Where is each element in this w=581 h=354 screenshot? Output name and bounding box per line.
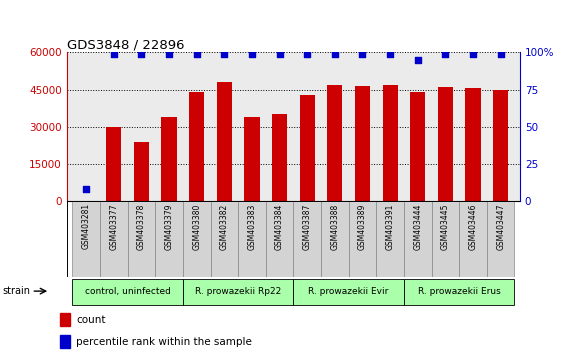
Text: GSM403378: GSM403378 [137, 203, 146, 250]
Text: R. prowazekii Rp22: R. prowazekii Rp22 [195, 287, 281, 296]
Text: GDS3848 / 22896: GDS3848 / 22896 [67, 38, 184, 51]
Bar [106, 127, 121, 201]
Point [330, 51, 339, 57]
Text: GSM403446: GSM403446 [468, 203, 478, 250]
Text: GSM403380: GSM403380 [192, 203, 201, 250]
Bar [410, 92, 425, 201]
Text: GSM403379: GSM403379 [164, 203, 174, 250]
Text: strain: strain [2, 286, 30, 296]
Bar [404, 201, 432, 277]
Bar [60, 313, 70, 326]
Point [220, 51, 229, 57]
Point [385, 51, 394, 57]
Bar [217, 82, 232, 201]
Bar [155, 201, 183, 277]
Text: GSM403387: GSM403387 [303, 203, 312, 250]
Bar [487, 201, 514, 277]
Text: GSM403384: GSM403384 [275, 203, 284, 250]
Point [468, 51, 478, 57]
Bar [60, 335, 70, 348]
Point [275, 51, 284, 57]
Text: GSM403377: GSM403377 [109, 203, 119, 250]
Bar [128, 201, 155, 277]
Text: GSM403444: GSM403444 [413, 203, 422, 250]
Bar [189, 92, 205, 201]
Bar [327, 85, 342, 201]
Bar [73, 201, 100, 277]
Bar [100, 201, 128, 277]
Bar [382, 85, 398, 201]
Text: GSM403382: GSM403382 [220, 203, 229, 250]
Point [137, 51, 146, 57]
Bar [404, 279, 514, 305]
Bar [183, 279, 293, 305]
Bar [300, 95, 315, 201]
Text: GSM403383: GSM403383 [248, 203, 256, 250]
Text: control, uninfected: control, uninfected [85, 287, 171, 296]
Bar [272, 114, 287, 201]
Bar [293, 201, 321, 277]
Point [413, 57, 422, 63]
Bar [238, 201, 266, 277]
Point [164, 51, 174, 57]
Point [441, 51, 450, 57]
Point [192, 51, 202, 57]
Bar [355, 86, 370, 201]
Text: GSM403447: GSM403447 [496, 203, 505, 250]
Bar [321, 201, 349, 277]
Point [358, 51, 367, 57]
Bar [73, 279, 183, 305]
Bar [465, 88, 480, 201]
Bar [493, 90, 508, 201]
Point [109, 51, 119, 57]
Text: GSM403388: GSM403388 [331, 203, 339, 250]
Bar [459, 201, 487, 277]
Point [303, 51, 312, 57]
Bar [134, 142, 149, 201]
Bar [432, 201, 459, 277]
Bar [245, 117, 260, 201]
Text: GSM403445: GSM403445 [441, 203, 450, 250]
Point [496, 51, 505, 57]
Text: GSM403391: GSM403391 [386, 203, 394, 250]
Bar [438, 87, 453, 201]
Text: GSM403281: GSM403281 [82, 203, 91, 250]
Bar [376, 201, 404, 277]
Text: GSM403389: GSM403389 [358, 203, 367, 250]
Text: percentile rank within the sample: percentile rank within the sample [76, 337, 252, 347]
Bar [293, 279, 404, 305]
Bar [162, 117, 177, 201]
Point [81, 186, 91, 192]
Text: R. prowazekii Erus: R. prowazekii Erus [418, 287, 501, 296]
Bar [349, 201, 376, 277]
Point [248, 51, 257, 57]
Bar [183, 201, 210, 277]
Text: R. prowazekii Evir: R. prowazekii Evir [309, 287, 389, 296]
Text: count: count [76, 315, 106, 325]
Bar [266, 201, 293, 277]
Bar [210, 201, 238, 277]
